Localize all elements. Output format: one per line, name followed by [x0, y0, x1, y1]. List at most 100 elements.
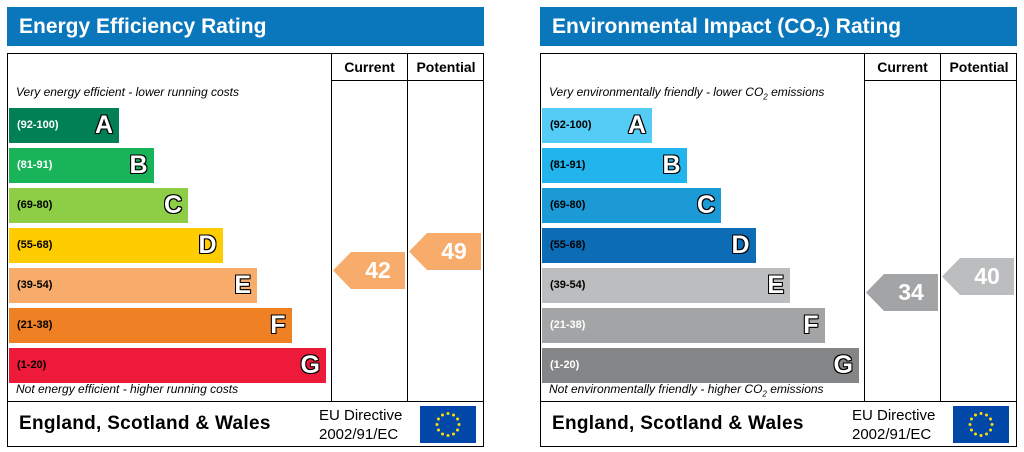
- flag-star: [974, 413, 977, 417]
- flag-star: [979, 434, 983, 437]
- band-d: (55-68) D: [542, 228, 756, 263]
- flag-star: [979, 412, 983, 415]
- eu-flag-icon: [420, 406, 476, 443]
- band-letter: B: [662, 151, 681, 179]
- footer-region: England, Scotland & Wales: [19, 413, 271, 434]
- flag-star: [985, 432, 988, 436]
- environmental-impact-panel: Environmental Impact (CO 2 ) Rating Curren…: [540, 7, 1017, 447]
- band-letter: D: [198, 231, 217, 259]
- band-range-label: (69-80): [550, 199, 586, 211]
- column-divider: [331, 54, 332, 401]
- band-range-label: (92-100): [17, 119, 59, 131]
- band-letter: A: [94, 111, 113, 139]
- energy-efficiency-title: Energy Efficiency Rating: [7, 7, 484, 46]
- footer-region: England, Scotland & Wales: [552, 413, 804, 434]
- energy-efficiency-chart: Current Potential Very energy efficient …: [7, 53, 484, 402]
- header-divider: [864, 80, 1016, 81]
- top-note: Very environmentally friendly - lower CO…: [549, 85, 824, 101]
- arrow-polygon: [866, 274, 938, 312]
- band-letter: G: [300, 351, 320, 379]
- band-range-label: (1-20): [550, 359, 580, 371]
- band-range-label: (69-80): [17, 199, 53, 211]
- band-f: (21-38) F: [542, 308, 825, 343]
- footer: England, Scotland & Wales EU Directive 2…: [540, 402, 1017, 447]
- eu-directive-line2: 2002/91/EC: [319, 426, 399, 443]
- band-range-label: (39-54): [550, 279, 586, 291]
- band-e: (39-54) E: [9, 268, 257, 303]
- band-letter: A: [627, 111, 646, 139]
- title-text: Environmental Impact (CO: [552, 15, 816, 38]
- top-note: Very energy efficient - lower running co…: [16, 85, 239, 99]
- flag-star: [456, 428, 460, 432]
- band-letter: F: [270, 311, 286, 339]
- arrow-shape: [333, 252, 405, 290]
- eu-directive-line1: EU Directive: [852, 407, 936, 424]
- bottom-note: Not environmentally friendly - higher CO…: [549, 382, 824, 398]
- band-letter: C: [696, 191, 715, 219]
- energy-efficiency-panel: Energy Efficiency Rating Current Potenti…: [7, 7, 484, 447]
- current-column-header: Current: [877, 59, 928, 75]
- flag-star: [457, 423, 461, 426]
- bottom-note-text: Not environmentally friendly - higher CO: [549, 382, 763, 396]
- band-range-label: (81-91): [17, 159, 53, 171]
- current-rating-value: 42: [365, 257, 391, 284]
- band-range-label: (21-38): [17, 319, 53, 331]
- current-column-header: Current: [344, 59, 395, 75]
- band-g: (1-20) G: [9, 348, 326, 383]
- arrow-shape: [866, 274, 938, 312]
- column-divider: [940, 54, 941, 401]
- band-c: (69-80) C: [542, 188, 721, 223]
- flag-star: [436, 417, 440, 421]
- band-a: (92-100) A: [542, 108, 652, 143]
- potential-rating-value: 40: [974, 262, 1000, 289]
- footer: England, Scotland & Wales EU Directive 2…: [7, 402, 484, 447]
- band-d: (55-68) D: [9, 228, 223, 263]
- band-range-label: (1-20): [17, 359, 47, 371]
- band-e: (39-54) E: [542, 268, 790, 303]
- arrow-polygon: [333, 252, 405, 290]
- potential-rating-arrow: 40: [942, 257, 1014, 295]
- band-range-label: (21-38): [550, 319, 586, 331]
- band-letter: D: [731, 231, 750, 259]
- band-range-label: (55-68): [550, 239, 586, 251]
- top-note-subscript: 2: [763, 92, 768, 102]
- bottom-note-subscript: 2: [762, 389, 767, 399]
- eu-directive: EU Directive 2002/91/EC: [852, 406, 935, 444]
- band-range-label: (92-100): [550, 119, 592, 131]
- flag-star: [985, 413, 988, 417]
- flag-star: [446, 412, 450, 415]
- flag-star: [452, 432, 455, 436]
- band-g: (1-20) G: [542, 348, 859, 383]
- column-divider: [864, 54, 865, 401]
- potential-column-header: Potential: [949, 59, 1009, 75]
- top-note-end: emissions: [767, 85, 825, 99]
- flag-star: [436, 428, 440, 432]
- band-range-label: (81-91): [550, 159, 586, 171]
- eu-directive-line1: EU Directive: [319, 407, 403, 424]
- title-text-end: ) Rating: [822, 15, 902, 38]
- flag-background: [420, 406, 476, 443]
- bottom-note: Not energy efficient - higher running co…: [16, 382, 239, 396]
- flag-star: [435, 423, 439, 426]
- arrow-shape: [942, 257, 1014, 295]
- band-a: (92-100) A: [9, 108, 119, 143]
- current-rating-arrow: 42: [333, 252, 405, 290]
- band-c: (69-80) C: [9, 188, 188, 223]
- current-rating-arrow: 34: [866, 274, 938, 312]
- flag-star: [969, 417, 973, 421]
- flag-background: [953, 406, 1009, 443]
- band-range-label: (55-68): [17, 239, 53, 251]
- potential-rating-value: 49: [441, 237, 467, 264]
- band-letter: G: [833, 351, 853, 379]
- band-letter: E: [767, 271, 784, 299]
- arrow-polygon: [409, 232, 481, 270]
- flag-star: [452, 413, 455, 417]
- top-note-text: Very environmentally friendly - lower CO: [549, 85, 764, 99]
- flag-star: [456, 417, 460, 421]
- band-letter: B: [129, 151, 148, 179]
- environmental-impact-chart: Current Potential Very environmentally f…: [540, 53, 1017, 402]
- eu-flag-icon: [953, 406, 1009, 443]
- band-letter: C: [163, 191, 182, 219]
- header-divider: [331, 80, 483, 81]
- band-b: (81-91) B: [9, 148, 154, 183]
